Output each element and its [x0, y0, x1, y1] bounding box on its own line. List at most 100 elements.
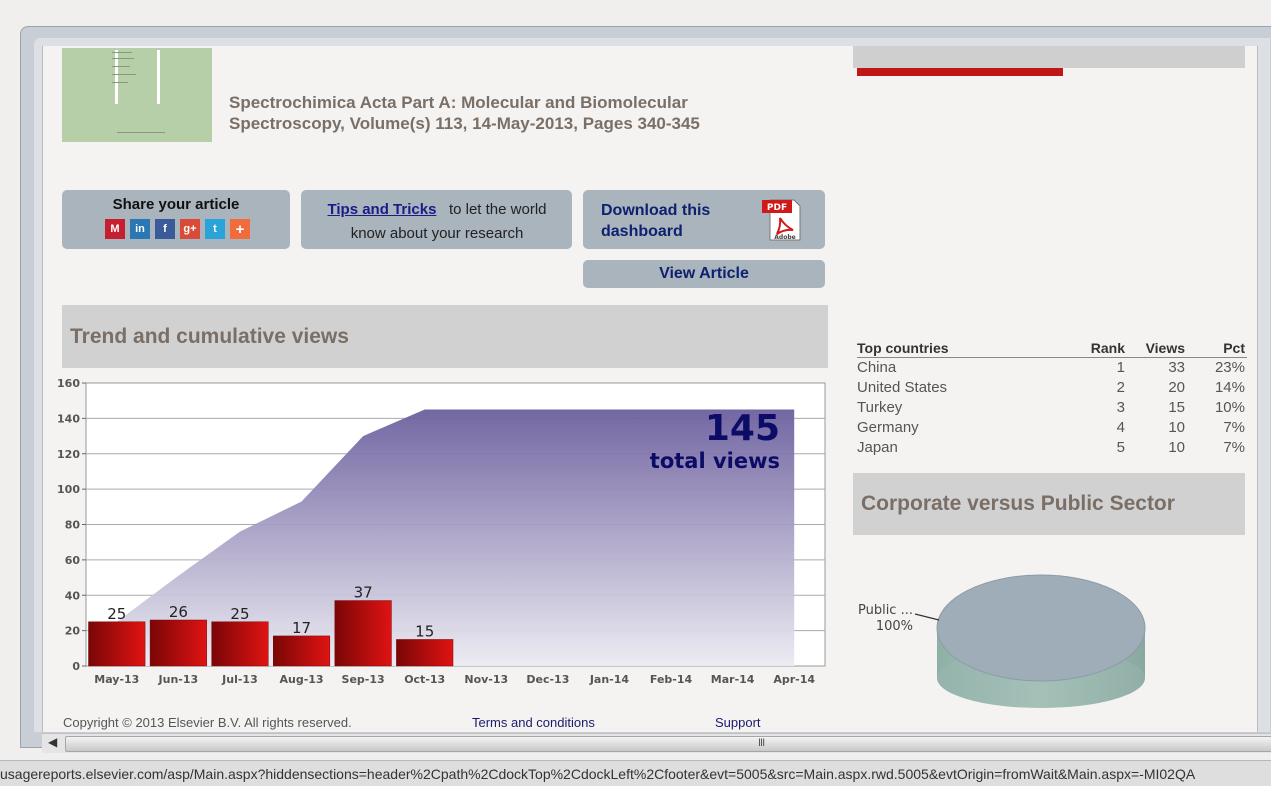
bar-value-label: 37 [354, 584, 373, 602]
table-row: Japan 5 10 7% [857, 438, 1247, 458]
pie-leader-line [914, 613, 940, 621]
total-views-number: 145 [705, 408, 780, 449]
x-tick-label: Oct-13 [404, 673, 445, 686]
country-pct: 7% [1223, 419, 1245, 436]
x-tick-label: Jun-13 [158, 673, 199, 686]
y-tick-label: 120 [57, 448, 80, 461]
countries-header-rank: Rank [1090, 340, 1125, 356]
y-tick-label: 140 [57, 412, 80, 425]
pie-slice-public [936, 574, 1146, 682]
table-row: Germany 4 10 7% [857, 418, 1247, 438]
tips-text-line2: know about your research [350, 225, 524, 242]
view-article-label: View Article [659, 265, 749, 282]
y-tick-label: 80 [65, 519, 81, 532]
pie-label-pct: 100% [876, 619, 913, 634]
scroll-left-icon[interactable]: ◀ [48, 735, 58, 749]
map-panel-header [853, 46, 1245, 68]
trend-section-header: Trend and cumulative views [62, 305, 828, 368]
top-countries-table: Top countries Rank Views Pct China 1 33 … [857, 338, 1247, 458]
x-tick-label: Sep-13 [342, 673, 385, 686]
trend-chart: 25 26 25 17 37 15 0 20 40 60 80 100 120 140 160 May-1… [57, 377, 826, 686]
countries-header-name: Top countries [857, 340, 949, 356]
country-name: China [857, 359, 897, 376]
sector-section-title: Corporate versus Public Sector [861, 492, 1175, 515]
table-row: United States 2 20 14% [857, 378, 1247, 398]
tips-text-line1: to let the world [448, 201, 547, 218]
tips-panel: Tips and Tricks to let the world know ab… [301, 190, 572, 249]
x-tick-label: Apr-14 [773, 673, 815, 686]
x-tick-label: Mar-14 [711, 673, 755, 686]
country-views: 10 [1168, 439, 1185, 456]
country-pct: 23% [1214, 359, 1245, 376]
x-tick-label: Jan-14 [589, 673, 630, 686]
country-name: Japan [857, 439, 898, 456]
country-pct: 10% [1214, 399, 1245, 416]
download-label-line1: Download this [601, 202, 711, 219]
country-views: 10 [1168, 419, 1185, 436]
x-tick-label: Aug-13 [279, 673, 323, 686]
table-row: China 1 33 23% [857, 358, 1247, 378]
country-views: 15 [1168, 399, 1185, 416]
country-pct: 7% [1223, 439, 1245, 456]
total-views-label: total views [650, 449, 780, 473]
country-pct: 14% [1214, 379, 1245, 396]
horizontal-scrollbar[interactable]: ◀ III [42, 733, 1271, 753]
article-citation-line1: Spectrochimica Acta Part A: Molecular an… [229, 93, 688, 112]
bar-Jun-13 [149, 619, 207, 667]
y-tick-label: 160 [57, 377, 80, 390]
support-link[interactable]: Support [715, 715, 761, 730]
browser-status-bar: usagereports.elsevier.com/asp/Main.aspx?… [0, 760, 1271, 786]
facebook-icon[interactable]: f [155, 219, 175, 239]
bar-value-label: 15 [415, 622, 434, 640]
y-tick-label: 20 [65, 625, 81, 638]
y-tick-label: 100 [57, 483, 80, 496]
sector-section-header: Corporate versus Public Sector [853, 473, 1245, 535]
x-tick-label: Nov-13 [464, 673, 508, 686]
twitter-icon[interactable]: t [205, 219, 225, 239]
bar-Jul-13 [211, 621, 269, 667]
table-row: Turkey 3 15 10% [857, 398, 1247, 418]
terms-link[interactable]: Terms and conditions [472, 715, 595, 730]
country-name: United States [857, 379, 948, 396]
scrollbar-grip: III [758, 737, 765, 749]
countries-header-pct: Pct [1223, 340, 1245, 356]
download-dashboard-button[interactable]: Download this dashboard PDF Adobe [583, 190, 825, 249]
tips-and-tricks-link[interactable]: Tips and Tricks [327, 201, 437, 218]
status-url: usagereports.elsevier.com/asp/Main.aspx?… [0, 766, 1196, 782]
bar-May-13 [88, 621, 146, 667]
country-views: 33 [1168, 359, 1185, 376]
article-citation-line2: Spectroscopy, Volume(s) 113, 14-May-2013… [229, 114, 700, 133]
country-name: Turkey [857, 399, 903, 416]
bar-Oct-13 [396, 639, 454, 667]
journal-cover-image [62, 48, 212, 142]
bar-Sep-13 [334, 600, 392, 667]
pie-label-name: Public ... [858, 603, 913, 618]
x-tick-label: Dec-13 [526, 673, 569, 686]
x-tick-label: Feb-14 [650, 673, 693, 686]
country-rank: 2 [1116, 379, 1125, 396]
google-plus-icon[interactable]: g+ [180, 219, 200, 239]
pdf-icon: PDF Adobe [762, 199, 801, 241]
cumulative-views-area [116, 409, 795, 666]
copyright-text: Copyright © 2013 Elsevier B.V. All right… [63, 715, 352, 730]
share-label: Share your article [112, 196, 240, 213]
svg-text:Adobe: Adobe [774, 234, 795, 241]
country-rank: 4 [1116, 419, 1125, 436]
article-citation: Spectrochimica Acta Part A: Molecular an… [229, 92, 829, 134]
addthis-icon[interactable]: + [230, 219, 250, 239]
bar-value-label: 17 [292, 619, 311, 637]
scrollbar-thumb[interactable]: III [65, 736, 1271, 752]
linkedin-icon[interactable]: in [130, 219, 150, 239]
mendeley-icon[interactable]: M [105, 219, 125, 239]
country-rank: 3 [1116, 399, 1125, 416]
x-tick-label: Jul-13 [221, 673, 258, 686]
view-article-button[interactable]: View Article [583, 260, 825, 288]
dashboard-page: Spectrochimica Acta Part A: Molecular an… [42, 46, 1258, 732]
bar-value-label: 25 [230, 605, 249, 623]
share-article-panel: Share your article M in f g+ t + [62, 190, 290, 249]
country-views: 20 [1168, 379, 1185, 396]
countries-header-views: Views [1145, 340, 1185, 356]
trend-section-title: Trend and cumulative views [70, 324, 349, 348]
bar-value-label: 25 [107, 605, 126, 623]
download-label-line2: dashboard [601, 223, 683, 240]
